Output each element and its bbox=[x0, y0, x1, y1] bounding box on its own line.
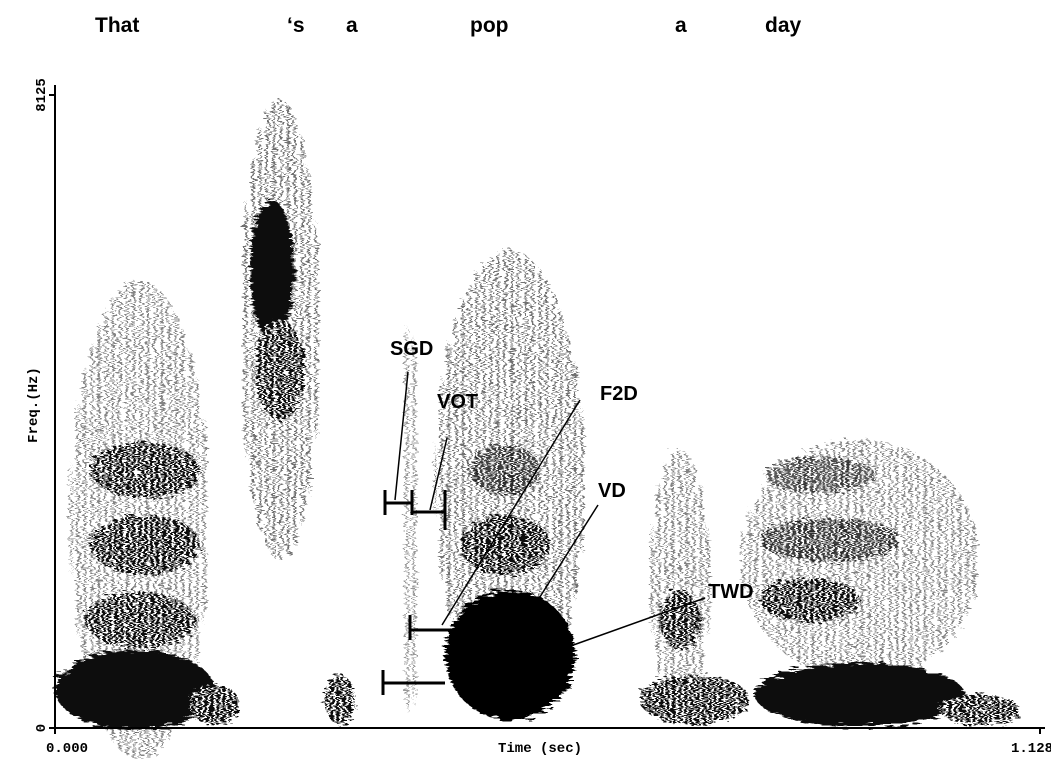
annotation: SGD bbox=[390, 338, 433, 360]
y-axis-label: Freq.(Hz) bbox=[26, 367, 42, 443]
word: day bbox=[765, 14, 802, 37]
y-tick-label: 8125 bbox=[34, 78, 50, 112]
word: a bbox=[346, 14, 358, 37]
annotation: VOT bbox=[437, 391, 478, 413]
word: ‘s bbox=[287, 14, 305, 37]
x-tick-label: 0.000 bbox=[46, 741, 88, 757]
x-tick-label: 1.128 bbox=[1011, 741, 1051, 757]
x-axis-label: Time (sec) bbox=[498, 741, 582, 757]
annotation: F2D bbox=[600, 383, 638, 405]
annotation: VD bbox=[598, 480, 626, 502]
y-tick-label: 0 bbox=[34, 724, 50, 732]
spectrogram bbox=[55, 100, 1020, 759]
annotation: TWD bbox=[708, 581, 754, 603]
word: That bbox=[95, 14, 139, 37]
word: pop bbox=[470, 14, 508, 37]
word: a bbox=[675, 14, 687, 37]
annotation-marks bbox=[381, 371, 706, 695]
